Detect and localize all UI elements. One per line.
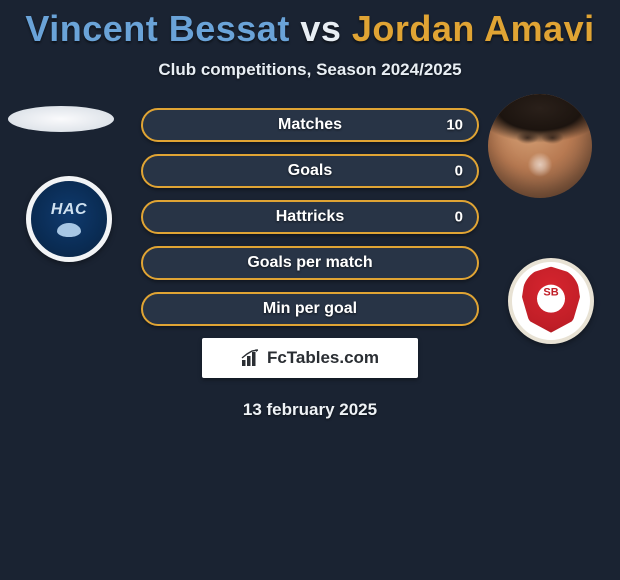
stat-label: Hattricks [276, 208, 344, 226]
date-text: 13 february 2025 [0, 400, 620, 420]
player2-club-badge [508, 258, 594, 344]
comparison-title: Vincent Bessat vs Jordan Amavi [0, 0, 620, 50]
stat-label: Matches [278, 116, 342, 134]
stat-bars: Matches 10 Goals 0 Hattricks 0 Goals per match… [141, 108, 479, 326]
player1-name: Vincent Bessat [25, 8, 289, 49]
player1-avatar [8, 106, 114, 132]
vs-text: vs [300, 8, 341, 49]
brand-chart-icon [241, 349, 261, 367]
stat-row: Goals per match [141, 246, 479, 280]
stat-row: Goals 0 [141, 154, 479, 188]
player1-club-badge [26, 176, 112, 262]
brand-box: FcTables.com [202, 338, 418, 378]
stat-value-right: 0 [455, 209, 463, 226]
stat-label: Min per goal [263, 300, 357, 318]
player2-avatar [488, 94, 592, 198]
subtitle: Club competitions, Season 2024/2025 [0, 60, 620, 80]
club-shield-icon [522, 267, 580, 333]
stat-row: Hattricks 0 [141, 200, 479, 234]
brand-text: FcTables.com [267, 348, 379, 368]
stat-value-right: 0 [455, 163, 463, 180]
content-area: Matches 10 Goals 0 Hattricks 0 Goals per match… [0, 108, 620, 420]
stat-label: Goals [288, 162, 332, 180]
stat-row: Matches 10 [141, 108, 479, 142]
player2-name: Jordan Amavi [352, 8, 595, 49]
stat-value-right: 10 [446, 117, 463, 134]
stat-label: Goals per match [247, 254, 372, 272]
stat-row: Min per goal [141, 292, 479, 326]
